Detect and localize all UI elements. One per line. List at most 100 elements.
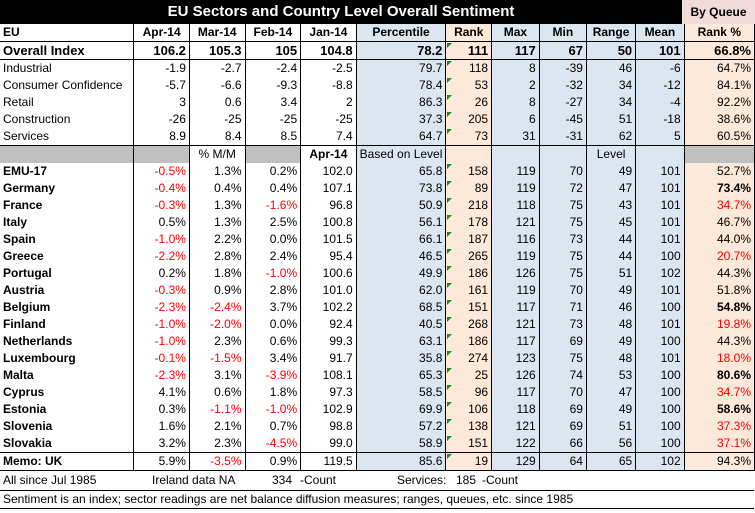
cell-col-6: 161 [445, 282, 493, 299]
row-label: Italy [0, 214, 135, 231]
cell-col-6: 186 [445, 333, 493, 350]
cell-col-2: 2.1% [189, 418, 246, 435]
cell-col-2: 2.8% [189, 248, 246, 265]
row-label: Construction [0, 111, 135, 128]
row-label: Slovakia [0, 435, 135, 453]
row-label: Overall Index [0, 41, 135, 60]
cell-col-2: -2.0% [189, 316, 246, 333]
cell-col-3: 2.8% [245, 282, 302, 299]
blank [491, 145, 540, 163]
row-label: Memo: UK [0, 452, 135, 471]
cell-col-6: 205 [445, 111, 493, 128]
cell-col-3: 1.8% [245, 384, 302, 401]
cell-col-7: 119 [491, 163, 540, 180]
footer-services-label: Services: [397, 473, 447, 487]
based-on-level-header: Based on Level [356, 145, 447, 163]
cell-col-3: 3.7% [245, 299, 302, 316]
cell-col-9: 34 [586, 77, 637, 94]
cell-col-3: 2.5% [245, 214, 302, 231]
row-label: Austria [0, 282, 135, 299]
cell-col-11: 34.7% [684, 197, 755, 214]
cell-col-6: 274 [445, 350, 493, 367]
cell-col-3: -9.3 [245, 77, 302, 94]
cell-col-1: -0.1% [133, 350, 190, 367]
cell-col-1: 0.5% [133, 214, 190, 231]
blank [445, 145, 493, 163]
footer-disclaimer: Sentiment is an index; sector readings a… [0, 490, 754, 509]
cell-col-4: 100.6 [300, 265, 357, 282]
cell-col-10: 102 [635, 265, 685, 282]
cell-col-8: 70 [539, 163, 587, 180]
cell-col-6: 106 [445, 401, 493, 418]
cell-col-7: 118 [491, 401, 540, 418]
cell-col-10: 101 [635, 282, 685, 299]
row-label: Cyprus [0, 384, 135, 401]
cell-col-6: 118 [445, 59, 493, 77]
cell-col-4: 108.1 [300, 367, 357, 384]
cell-col-6: 151 [445, 435, 493, 453]
cell-col-5: 65.3 [356, 367, 447, 384]
blank [245, 145, 302, 163]
cell-col-8: 64 [539, 452, 587, 471]
cell-col-4: 99.3 [300, 333, 357, 350]
cell-col-9: 49 [586, 401, 637, 418]
cell-col-11: 19.8% [684, 316, 755, 333]
cell-col-10: 101 [635, 163, 685, 180]
footer-notes: All since Jul 1985 Ireland data NA 334 -… [0, 472, 755, 489]
cell-col-10: 100 [635, 299, 685, 316]
cell-col-5: 86.3 [356, 94, 447, 111]
cell-col-11: 37.3% [684, 418, 755, 435]
table-row: Greece -2.2% 2.8% 2.4% 95.4 46.5 265 119 75 44 100… [0, 248, 755, 265]
cell-col-1: -2.3% [133, 299, 190, 316]
cell-col-11: 37.1% [684, 435, 755, 453]
cell-col-1: 4.1% [133, 384, 190, 401]
cell-col-6: 187 [445, 231, 493, 248]
cell-col-3: 0.6% [245, 333, 302, 350]
cell-col-2: -1.1% [189, 401, 246, 418]
cell-col-10: 100 [635, 435, 685, 453]
cell-col-2: -25 [189, 111, 246, 128]
cell-col-10: 100 [635, 248, 685, 265]
cell-col-11: 44.3% [684, 333, 755, 350]
cell-col-10: 101 [635, 316, 685, 333]
cell-col-2: 0.4% [189, 180, 246, 197]
cell-col-9: 46 [586, 59, 637, 77]
row-label: Industrial [0, 59, 135, 77]
cell-col-9: 49 [586, 163, 637, 180]
mean-header: Mean [635, 24, 685, 42]
cell-col-8: 69 [539, 401, 587, 418]
cell-col-4: 101.5 [300, 231, 357, 248]
table-row: France -0.3% 1.3% -1.6% 96.8 50.9 218 118 75 43 10… [0, 197, 755, 214]
cell-col-1: 0.3% [133, 401, 190, 418]
cell-col-3: -1.0% [245, 401, 302, 418]
blank [684, 145, 755, 163]
cell-col-5: 64.7 [356, 128, 447, 146]
cell-col-5: 65.8 [356, 163, 447, 180]
table-row: EMU-17 -0.5% 1.3% 0.2% 102.0 65.8 158 119 70 49 10… [0, 163, 755, 180]
cell-col-1: -0.4% [133, 180, 190, 197]
cell-col-4: 102.9 [300, 401, 357, 418]
table-row: Memo: UK 5.9% -3.5% 0.9% 119.5 85.6 19 129 64 65 1… [0, 452, 755, 471]
blank [635, 145, 685, 163]
cell-col-7: 6 [491, 111, 540, 128]
cell-col-11: 92.2% [684, 94, 755, 111]
cell-col-9: 47 [586, 180, 637, 197]
cell-col-9: 51 [586, 111, 637, 128]
blank [0, 145, 135, 163]
row-label: Slovenia [0, 418, 135, 435]
cell-col-8: 75 [539, 350, 587, 367]
cell-col-4: -2.5 [300, 59, 357, 77]
cell-col-8: 74 [539, 367, 587, 384]
cell-col-11: 52.7% [684, 163, 755, 180]
cell-col-5: 63.1 [356, 333, 447, 350]
cell-col-8: 75 [539, 197, 587, 214]
cell-col-1: 8.9 [133, 128, 190, 146]
cell-col-4: -25 [300, 111, 357, 128]
cell-col-3: 3.4% [245, 350, 302, 367]
row-label: Netherlands [0, 333, 135, 350]
cell-col-9: 48 [586, 350, 637, 367]
footer-services-count: -Count [482, 473, 519, 487]
cell-col-7: 118 [491, 197, 540, 214]
cell-col-3: 0.2% [245, 163, 302, 180]
cell-col-1: 106.2 [133, 41, 190, 60]
